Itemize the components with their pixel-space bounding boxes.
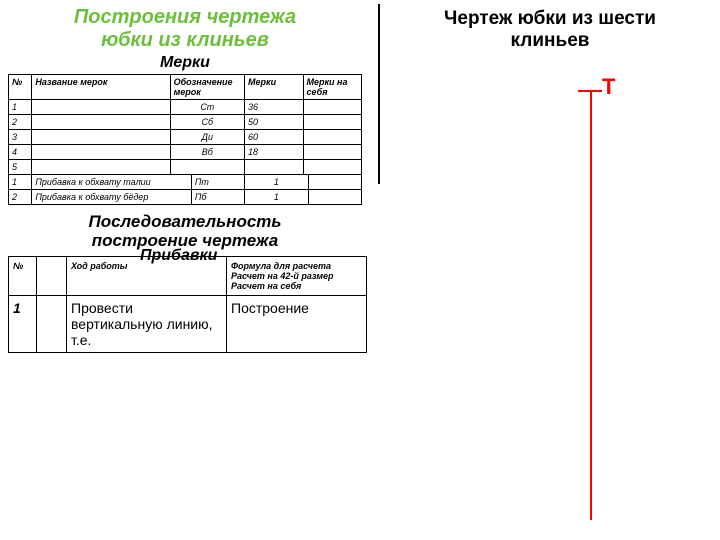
title-line2: юбки из клиньев xyxy=(101,29,269,51)
page-title-left: Построения чертежа юбки из клиньев xyxy=(8,6,362,52)
table-header: № Название мерок Обозначение мерок Мерки… xyxy=(9,75,362,100)
pribavki-label: Прибавки xyxy=(140,247,217,265)
page-title-right: Чертеж юбки из шести клиньев xyxy=(400,8,700,52)
th-num: № xyxy=(9,75,32,100)
table-row: 2Прибавка к обхвату бёдерПб1 xyxy=(9,190,362,205)
table-row: 2Сб50 xyxy=(9,115,362,130)
column-divider xyxy=(378,4,380,184)
table-row: 5 xyxy=(9,160,362,175)
th-name: Название мерок xyxy=(32,75,170,100)
table-row: 3Ди60 xyxy=(9,130,362,145)
table-row: 4Вб18 xyxy=(9,145,362,160)
table-row: 1Прибавка к обхвату талииПт1 xyxy=(9,175,362,190)
th-oboz: Обозначение мерок xyxy=(170,75,244,100)
pribavki-table: 1Прибавка к обхвату талииПт1 2Прибавка к… xyxy=(8,174,362,205)
sequence-title: Последовательность построение чертежа xyxy=(8,213,362,250)
merki-label: Мерки xyxy=(8,54,362,72)
th-merki: Мерки xyxy=(245,75,303,100)
t-mark xyxy=(578,90,602,92)
sequence-table: № Ход работы Формула для расчета Расчет … xyxy=(8,256,367,353)
table-row: 1Ст36 xyxy=(9,100,362,115)
vertical-line xyxy=(590,90,592,520)
th-self: Мерки на себя xyxy=(303,75,362,100)
title-line1: Построения чертежа xyxy=(74,6,296,28)
merki-table: № Название мерок Обозначение мерок Мерки… xyxy=(8,74,362,175)
t-label: Т xyxy=(602,74,615,100)
table-row: 1 Провести вертикальную линию, т.е. Пост… xyxy=(9,296,367,353)
